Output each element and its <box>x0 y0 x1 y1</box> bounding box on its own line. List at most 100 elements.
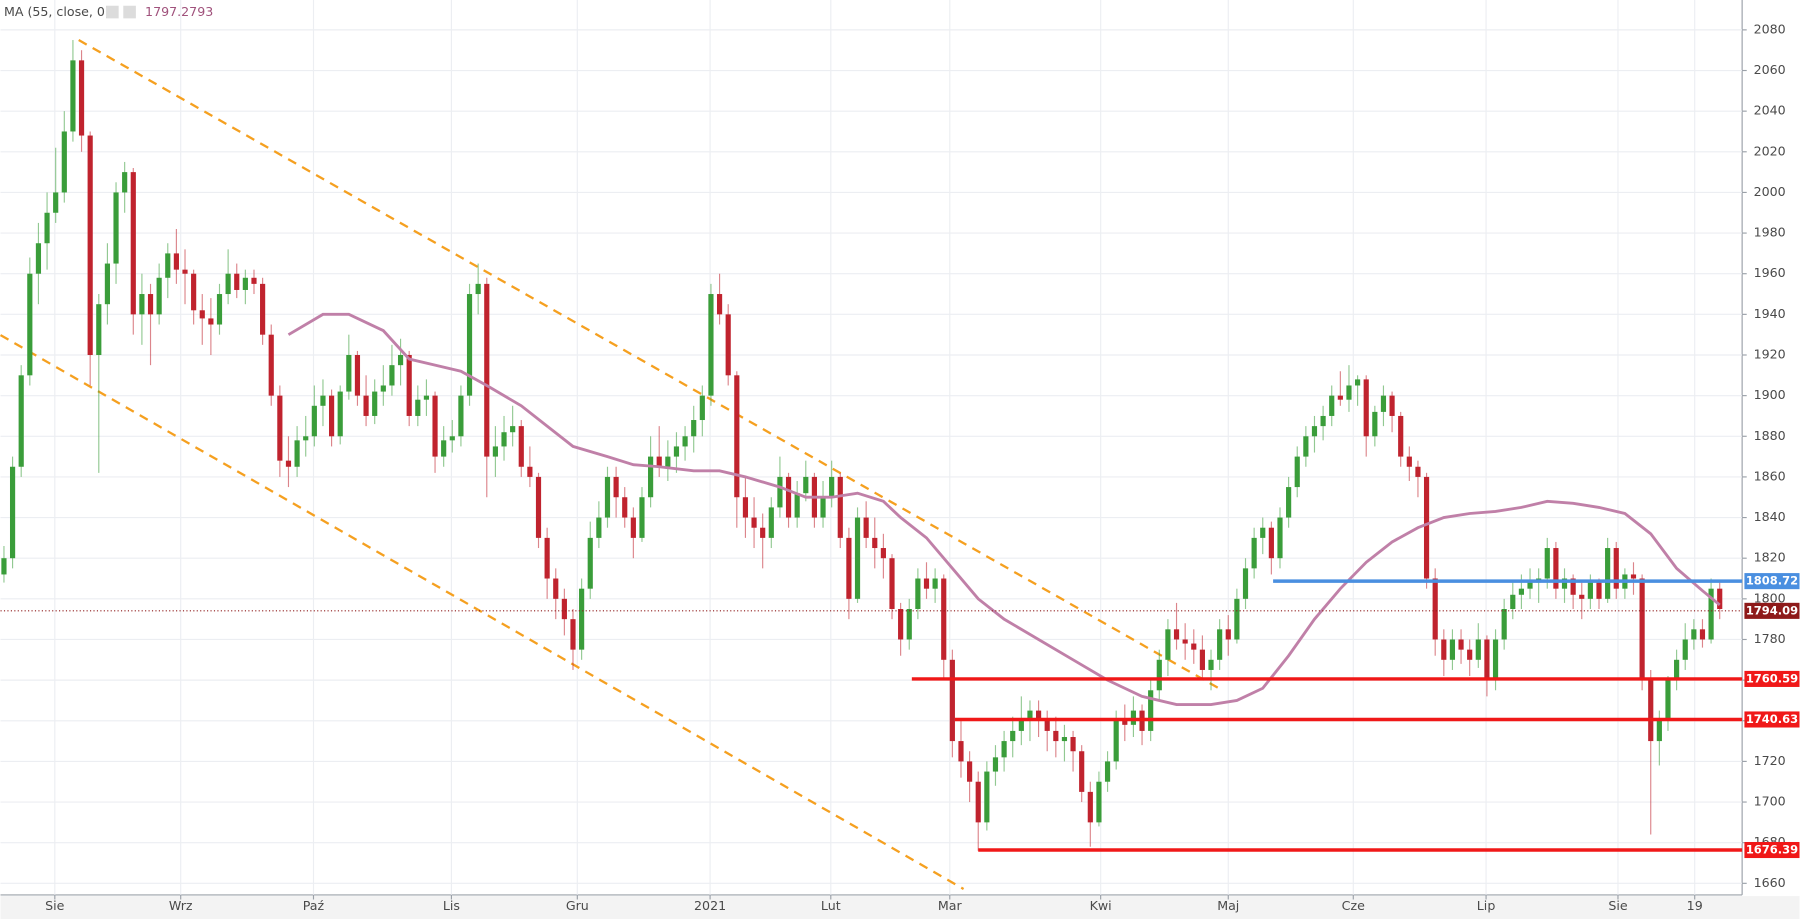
y-tick-label: 2080 <box>1754 21 1786 36</box>
candle-body <box>1389 395 1395 416</box>
candle-body <box>967 761 973 782</box>
candle-body <box>1277 517 1283 559</box>
candle-body <box>1648 680 1654 742</box>
x-tick-label: Lip <box>1477 898 1496 913</box>
level-label: 1740.63 <box>1746 712 1798 726</box>
candle-body <box>242 277 248 290</box>
candle-body <box>346 354 352 392</box>
y-tick-label: 2040 <box>1754 103 1786 118</box>
candle-body <box>544 537 550 579</box>
candle-body <box>510 426 516 433</box>
candle-body <box>337 391 343 437</box>
candle-body <box>984 771 990 823</box>
candle-body <box>1320 415 1326 427</box>
candle-body <box>1242 568 1249 599</box>
candle-body <box>992 757 999 772</box>
candle-body <box>1070 737 1076 752</box>
level-box <box>1744 670 1800 687</box>
candle-body <box>535 476 542 538</box>
candle-body <box>1148 690 1154 731</box>
candle-body <box>1561 578 1568 589</box>
legend-value: 1797.2793 <box>145 4 213 19</box>
candle-body <box>1182 639 1188 644</box>
candle-body <box>898 608 904 640</box>
candle-body <box>268 334 274 396</box>
x-tick-label: Lut <box>821 898 841 913</box>
candle-body <box>872 537 878 549</box>
settings-icon[interactable] <box>106 5 119 19</box>
x-tick-label: Kwi <box>1090 898 1112 913</box>
candle-body <box>432 395 438 457</box>
candle-body <box>880 548 886 559</box>
candle-body <box>1044 720 1050 731</box>
candle-body <box>613 476 619 498</box>
candle-body <box>1173 629 1180 640</box>
candle-body <box>423 395 430 400</box>
candle-body <box>1122 720 1128 725</box>
candle-body <box>1656 720 1662 742</box>
candle-body <box>682 436 688 447</box>
candle-body <box>1053 730 1059 742</box>
y-tick-label: 1960 <box>1754 265 1786 280</box>
candle-body <box>225 273 231 295</box>
candle-body <box>725 314 731 376</box>
candle-body <box>156 277 162 315</box>
candle-body <box>9 466 16 559</box>
candle-body <box>1423 476 1430 579</box>
candle-body <box>1165 629 1171 660</box>
candle-body <box>61 131 67 193</box>
candle-body <box>466 294 473 396</box>
level-box <box>1744 573 1800 590</box>
candle-body <box>1104 761 1111 782</box>
candle-body <box>320 395 326 406</box>
candle-body <box>372 391 378 416</box>
candle-body <box>130 172 136 315</box>
candle-body <box>122 172 128 193</box>
grid <box>0 0 1743 895</box>
y-tick-label: 1980 <box>1754 225 1786 240</box>
candle-body <box>1449 639 1456 660</box>
candle-body <box>1510 594 1516 609</box>
candle-body <box>958 741 964 762</box>
close-icon[interactable] <box>123 5 136 19</box>
candle-body <box>665 456 671 467</box>
candle-body <box>191 273 197 311</box>
candle-body <box>27 273 33 376</box>
candle-body <box>1311 426 1318 437</box>
trend-line <box>78 39 1220 690</box>
candle-body <box>1286 487 1292 518</box>
candle-body <box>915 578 921 609</box>
x-tick-label: 2021 <box>694 898 726 913</box>
candle-body <box>104 263 111 305</box>
candle-body <box>587 537 593 589</box>
candle-body <box>768 507 774 538</box>
candle-body <box>1372 411 1378 437</box>
y-tick-label: 2000 <box>1754 184 1786 199</box>
candle-body <box>639 497 645 538</box>
candle-body <box>380 385 386 392</box>
candle-body <box>458 395 464 437</box>
candle-body <box>1268 527 1274 559</box>
y-tick-label: 2060 <box>1754 62 1786 77</box>
x-tick-label: Lis <box>443 898 460 913</box>
candle-body <box>113 192 119 264</box>
candle-body <box>846 537 852 599</box>
last-price-box <box>1744 602 1800 619</box>
level-label: 1808.72 <box>1746 574 1798 588</box>
candle-body <box>216 294 223 325</box>
candle-body <box>1596 582 1602 599</box>
candle-body <box>311 405 317 437</box>
candle-body <box>484 283 490 457</box>
candle-body <box>863 517 869 538</box>
candle-body <box>251 277 257 284</box>
level-box <box>1744 711 1800 728</box>
candle-body <box>1 558 7 575</box>
candle-body <box>1501 608 1507 640</box>
candle-body <box>716 294 723 315</box>
x-tick-label: Gru <box>566 898 589 913</box>
x-tick-label: Maj <box>1217 898 1239 913</box>
candle-body <box>1639 578 1645 681</box>
plot <box>0 39 1743 891</box>
candle-body <box>1156 659 1162 691</box>
x-tick-label: Mar <box>938 898 963 913</box>
